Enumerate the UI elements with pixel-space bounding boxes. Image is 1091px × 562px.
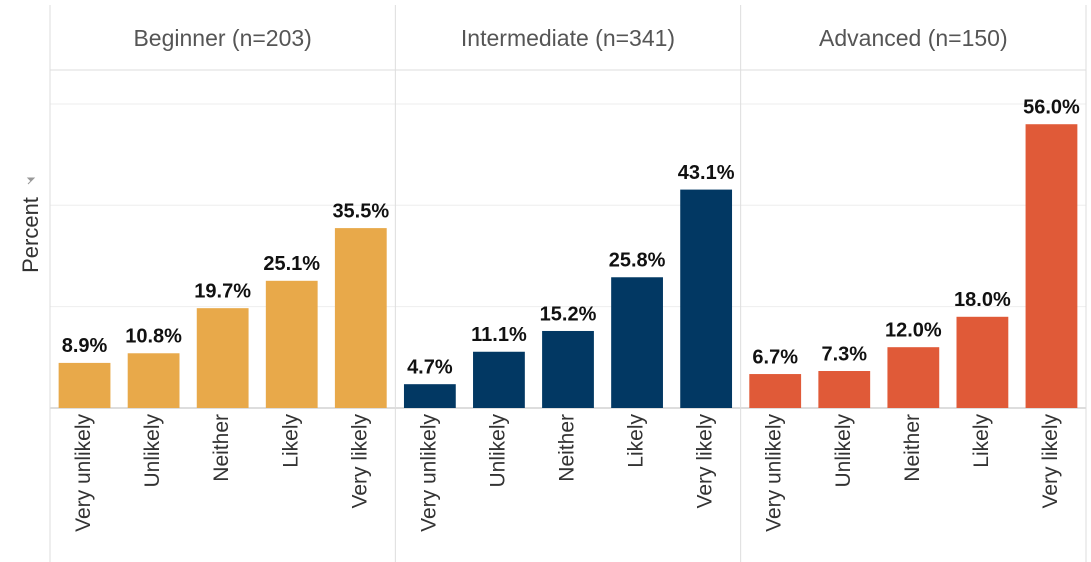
y-axis-label: Percent xyxy=(18,197,43,273)
bar xyxy=(749,374,802,408)
value-label: 8.9% xyxy=(62,335,108,357)
x-tick-label: Very likely xyxy=(348,414,371,509)
x-tick-label: Neither xyxy=(556,414,579,482)
x-tick-label: Very likely xyxy=(1039,414,1062,509)
value-label: 15.2% xyxy=(540,303,597,325)
value-label: 7.3% xyxy=(821,343,867,365)
value-label: 19.7% xyxy=(194,280,251,302)
value-label: 56.0% xyxy=(1023,97,1080,119)
bar xyxy=(680,189,733,408)
value-label: 4.7% xyxy=(407,356,453,378)
bar xyxy=(611,277,663,408)
value-label: 10.8% xyxy=(125,326,182,348)
x-tick-label: Neither xyxy=(901,414,924,482)
x-tick-label: Very unlikely xyxy=(763,414,786,532)
x-tick-label: Likely xyxy=(970,414,993,468)
bar xyxy=(887,347,940,408)
x-tick-label: Likely xyxy=(625,414,648,468)
value-label: 25.1% xyxy=(263,253,320,275)
bar xyxy=(473,351,525,408)
x-tick-label: Unlikely xyxy=(832,414,855,488)
value-label: 6.7% xyxy=(752,346,798,368)
bar xyxy=(818,371,871,408)
bar xyxy=(334,228,387,408)
facet-header: Intermediate (n=341) xyxy=(461,25,675,51)
x-tick-label: Unlikely xyxy=(486,414,509,488)
bar xyxy=(1025,124,1078,408)
bar xyxy=(403,384,456,408)
value-label: 12.0% xyxy=(885,319,942,341)
x-tick-label: Very unlikely xyxy=(417,414,440,532)
bar xyxy=(265,280,318,408)
x-tick-label: Very unlikely xyxy=(72,414,95,532)
x-tick-label: Very likely xyxy=(694,414,717,509)
value-label: 25.8% xyxy=(609,250,666,272)
bar xyxy=(58,362,111,408)
facet-header: Beginner (n=203) xyxy=(133,25,311,51)
bar xyxy=(196,308,249,408)
bar xyxy=(127,353,180,408)
x-tick-label: Unlikely xyxy=(141,414,164,488)
bar xyxy=(542,330,594,408)
value-label: 43.1% xyxy=(678,162,735,184)
value-label: 18.0% xyxy=(954,289,1011,311)
value-label: 35.5% xyxy=(332,200,389,222)
x-tick-label: Likely xyxy=(279,414,302,468)
x-tick-label: Neither xyxy=(210,414,233,482)
facet-header: Advanced (n=150) xyxy=(819,25,1008,51)
pin-icon xyxy=(26,177,36,185)
bar xyxy=(956,316,1009,408)
value-label: 11.1% xyxy=(471,324,527,346)
